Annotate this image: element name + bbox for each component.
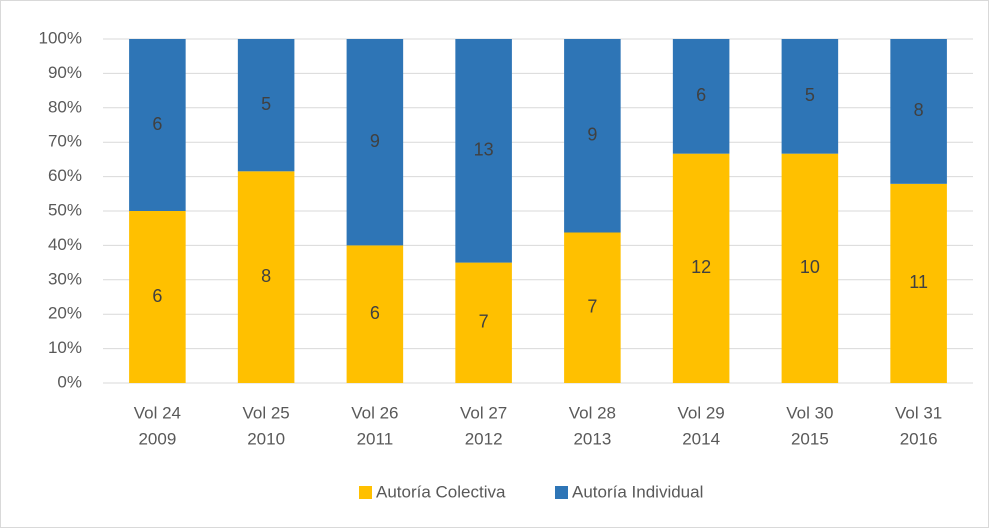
y-tick-label: 20% xyxy=(48,304,82,323)
bar-segment xyxy=(781,153,839,383)
x-tick-label: 2015 xyxy=(791,429,829,448)
data-label: 12 xyxy=(691,257,711,277)
bar-segment xyxy=(455,262,512,383)
x-tick-label: Vol 26 xyxy=(351,403,398,422)
x-tick-label: Vol 30 xyxy=(786,403,833,422)
data-label: 6 xyxy=(152,286,162,306)
bar-segment xyxy=(672,153,730,383)
y-tick-label: 90% xyxy=(48,63,82,82)
bar-segment xyxy=(890,39,947,184)
x-tick-label: Vol 25 xyxy=(242,403,289,422)
x-tick-label: 2013 xyxy=(573,429,611,448)
y-tick-label: 100% xyxy=(39,28,82,47)
data-label: 5 xyxy=(805,85,815,105)
bar-segment xyxy=(564,232,621,383)
data-label: 11 xyxy=(909,272,928,292)
x-tick-label: Vol 27 xyxy=(460,403,507,422)
bar-segment xyxy=(346,245,404,383)
data-label: 6 xyxy=(152,114,162,134)
x-tick-label: 2016 xyxy=(900,429,938,448)
bar-segment xyxy=(237,39,295,172)
bar-segment xyxy=(129,211,186,383)
x-tick-label: 2010 xyxy=(247,429,285,448)
bar-segment xyxy=(237,171,295,383)
y-tick-label: 50% xyxy=(48,200,82,219)
data-label: 9 xyxy=(370,131,380,151)
y-tick-label: 10% xyxy=(48,338,82,357)
y-tick-label: 30% xyxy=(48,269,82,288)
bar-segment xyxy=(129,39,186,211)
x-tick-label: Vol 24 xyxy=(134,403,181,422)
bar-segment xyxy=(890,183,947,383)
bar-segment xyxy=(672,39,730,154)
bar-segment xyxy=(564,39,621,233)
y-tick-label: 70% xyxy=(48,132,82,151)
bar-segment xyxy=(455,39,512,263)
x-tick-label: 2011 xyxy=(357,429,394,448)
data-label: 10 xyxy=(800,257,820,277)
x-tick-label: 2012 xyxy=(465,429,503,448)
bar-segment xyxy=(346,39,404,246)
x-tick-label: Vol 28 xyxy=(569,403,616,422)
x-tick-label: 2014 xyxy=(682,429,720,448)
data-label: 9 xyxy=(587,125,597,145)
data-label: 6 xyxy=(696,85,706,105)
data-label: 8 xyxy=(261,266,271,286)
legend-label: Autoría Colectiva xyxy=(376,482,506,501)
data-label: 5 xyxy=(261,94,271,114)
bar-segment xyxy=(781,39,839,154)
y-tick-label: 40% xyxy=(48,235,82,254)
y-tick-label: 60% xyxy=(48,166,82,185)
legend-label: Autoría Individual xyxy=(572,482,703,501)
data-label: 8 xyxy=(914,100,924,120)
legend-swatch xyxy=(555,486,568,499)
legend-swatch xyxy=(359,486,372,499)
x-tick-label: Vol 31 xyxy=(895,403,942,422)
x-tick-label: Vol 29 xyxy=(677,403,724,422)
y-tick-label: 0% xyxy=(57,372,82,391)
data-label: 13 xyxy=(474,140,494,160)
data-label: 7 xyxy=(587,297,597,317)
data-label: 7 xyxy=(479,312,489,332)
x-tick-label: 2009 xyxy=(138,429,176,448)
data-label: 6 xyxy=(370,303,380,323)
y-tick-label: 80% xyxy=(48,97,82,116)
